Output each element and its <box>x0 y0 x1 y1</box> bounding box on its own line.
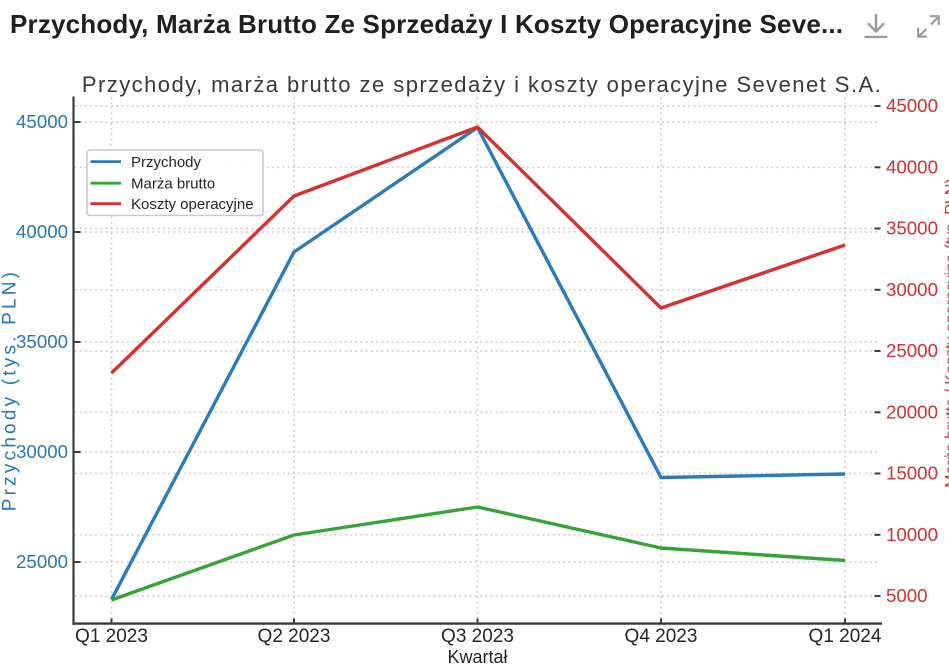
svg-text:Q3 2023: Q3 2023 <box>441 626 514 647</box>
svg-text:45000: 45000 <box>886 95 938 116</box>
svg-text:Q4 2023: Q4 2023 <box>625 626 698 647</box>
svg-text:Przychody: Przychody <box>131 154 202 171</box>
svg-text:30000: 30000 <box>16 441 68 462</box>
svg-text:25000: 25000 <box>16 551 68 572</box>
svg-text:25000: 25000 <box>886 340 938 361</box>
svg-text:35000: 35000 <box>886 218 938 239</box>
svg-text:Marża brutto / Koszty operacyj: Marża brutto / Koszty operacyjne (tys. P… <box>943 178 949 487</box>
svg-text:Przychody, marża brutto ze spr: Przychody, marża brutto ze sprzedaży i k… <box>82 72 882 97</box>
svg-text:20000: 20000 <box>886 401 938 422</box>
svg-text:5000: 5000 <box>886 585 928 606</box>
svg-text:Przychody (tys. PLN): Przychody (tys. PLN) <box>0 269 21 511</box>
svg-text:40000: 40000 <box>16 221 68 242</box>
svg-text:10000: 10000 <box>886 524 938 545</box>
svg-text:45000: 45000 <box>16 111 68 132</box>
svg-text:Koszty operacyjne: Koszty operacyjne <box>131 196 254 213</box>
svg-text:Przychody, Marża Brutto Ze Spr: Przychody, Marża Brutto Ze Sprzedaży I K… <box>10 9 843 39</box>
svg-text:35000: 35000 <box>16 331 68 352</box>
svg-text:40000: 40000 <box>886 156 938 177</box>
svg-text:Marża brutto: Marża brutto <box>131 176 215 193</box>
svg-text:15000: 15000 <box>886 463 938 484</box>
svg-text:Kwartał: Kwartał <box>447 647 507 666</box>
svg-text:Q2 2023: Q2 2023 <box>258 626 331 647</box>
svg-text:Q1 2023: Q1 2023 <box>75 626 148 647</box>
svg-text:30000: 30000 <box>886 279 938 300</box>
svg-text:Q1 2024: Q1 2024 <box>809 626 882 647</box>
